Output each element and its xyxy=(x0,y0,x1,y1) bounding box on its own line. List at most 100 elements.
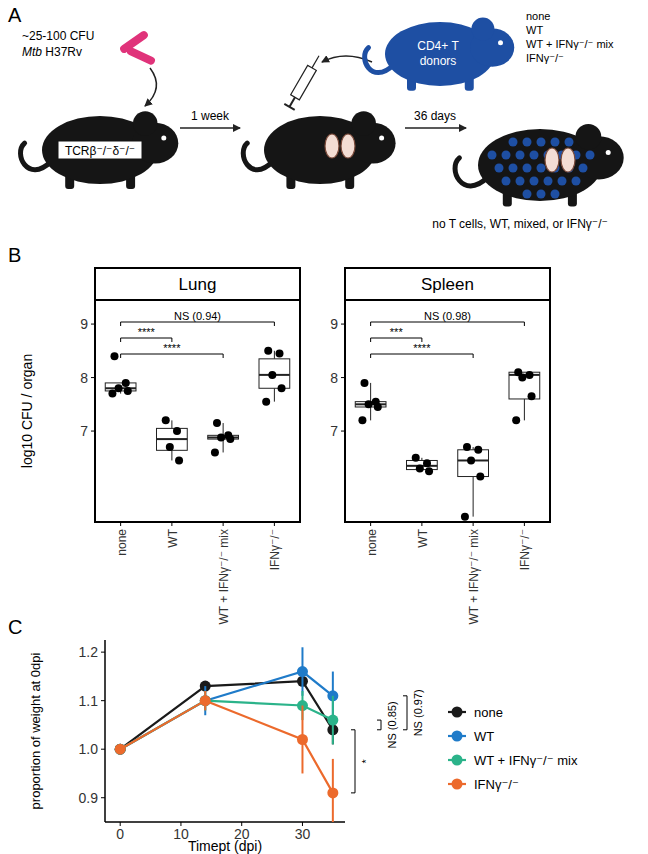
t-cell-dot xyxy=(572,177,581,186)
strip xyxy=(345,268,550,300)
panel-label: B xyxy=(8,244,21,266)
donor-group: WT + IFNγ⁻/⁻ mix xyxy=(526,38,614,50)
data-point xyxy=(115,744,126,755)
data-point xyxy=(297,666,308,677)
legend-marker xyxy=(452,755,463,766)
y-tick-label: 1.2 xyxy=(79,644,99,660)
data-point xyxy=(461,513,469,521)
comparison-label: NS (0.97) xyxy=(412,689,424,736)
x-tick xyxy=(421,522,422,526)
t-cell-dot xyxy=(558,177,567,186)
panel-title: Lung xyxy=(179,275,217,294)
data-point xyxy=(262,398,270,406)
y-tick-label: 9 xyxy=(330,316,338,332)
panel-label: C xyxy=(8,616,22,638)
whisker xyxy=(370,383,371,402)
comparison-bracket xyxy=(121,354,224,358)
data-point xyxy=(474,446,482,454)
legend-label: WT + IFNγ⁻/⁻ mix xyxy=(474,753,578,768)
data-point xyxy=(162,416,170,424)
y-tick xyxy=(101,797,105,798)
t-cell-dot xyxy=(523,138,532,147)
data-point xyxy=(278,384,286,392)
step-label: 1 week xyxy=(191,109,230,123)
y-tick-label: 0.9 xyxy=(79,790,99,806)
data-point xyxy=(358,416,366,424)
lung-icon xyxy=(325,134,339,158)
x-tick-label: IFNγ⁻/⁻ xyxy=(268,529,282,570)
y-axis-label: log10 CFU / organ xyxy=(19,354,35,468)
whisker xyxy=(370,407,371,420)
syringe xyxy=(284,53,324,110)
strain-name: H37Rv xyxy=(42,45,82,59)
plot-frame xyxy=(345,300,550,522)
data-point xyxy=(467,456,475,464)
x-tick xyxy=(473,522,474,526)
inoculum-dose: ~25-100 CFU xyxy=(22,29,94,43)
y-tick-label: 1.1 xyxy=(79,693,99,709)
series-line xyxy=(120,701,333,793)
diagram: ~25-100 CFUMtb H37RvTCRβ⁻/⁻δ⁻/⁻1 weekCD4… xyxy=(21,10,624,231)
t-cell-dot xyxy=(551,190,560,199)
data-point xyxy=(200,695,211,706)
comparison-bracket xyxy=(377,720,381,730)
t-cell-dot xyxy=(537,190,546,199)
y-tick xyxy=(91,377,95,378)
series-line xyxy=(120,681,333,749)
t-cell-dot xyxy=(523,190,532,199)
data-point xyxy=(110,352,118,360)
strip xyxy=(95,268,300,300)
data-point xyxy=(476,473,484,481)
y-tick xyxy=(341,324,345,325)
x-axis xyxy=(105,821,345,823)
label-box xyxy=(58,141,142,159)
data-point xyxy=(115,744,126,755)
data-point xyxy=(268,371,276,379)
arrow xyxy=(405,127,466,129)
comparison-label: **** xyxy=(163,342,181,354)
series-line xyxy=(120,672,333,750)
data-point xyxy=(512,416,520,424)
comparison-label: **** xyxy=(138,326,156,338)
syringe-plunger xyxy=(284,104,294,110)
t-cell-dot xyxy=(551,138,560,147)
comparison-label: NS (0.94) xyxy=(174,310,221,322)
comparison-bracket xyxy=(351,730,355,793)
donor-group: none xyxy=(526,10,550,22)
comparison-label: NS (0.85) xyxy=(386,701,398,748)
syringe-barrel xyxy=(291,65,317,99)
reconstituted-mouse xyxy=(455,124,624,206)
y-axis-label: proportion of weight at 0dpi xyxy=(28,652,43,809)
x-tick xyxy=(274,522,275,526)
y-tick xyxy=(101,652,105,653)
step-label: 36 days xyxy=(414,109,456,123)
box xyxy=(157,428,188,450)
x-tick xyxy=(171,522,172,526)
mouse-ear xyxy=(575,124,601,150)
whisker xyxy=(473,477,474,517)
line-panel: 0.91.01.11.20102030Timept (dpi)proportio… xyxy=(28,640,578,854)
panel-title: Spleen xyxy=(421,275,474,294)
data-point xyxy=(425,467,433,475)
data-point xyxy=(115,384,123,392)
x-tick xyxy=(524,522,525,526)
box xyxy=(259,359,290,388)
mouse-eye xyxy=(498,40,503,45)
comparison-label: *** xyxy=(390,326,404,338)
t-cell-dot xyxy=(565,138,574,147)
whisker xyxy=(171,420,172,428)
y-tick xyxy=(341,377,345,378)
data-point xyxy=(211,448,219,456)
t-cell-dot xyxy=(502,151,511,160)
legend-label: none xyxy=(474,705,503,720)
data-point xyxy=(327,787,338,798)
recipient-mouse: TCRβ⁻/⁻δ⁻/⁻ xyxy=(21,111,179,189)
arrow xyxy=(180,127,240,129)
x-tick-label: WT + IFNγ⁻/⁻ mix xyxy=(467,529,481,624)
whisker xyxy=(274,351,275,359)
outcome-label: no T cells, WT, mixed, or IFNγ⁻/⁻ xyxy=(432,217,608,231)
donor-label: donors xyxy=(420,54,457,68)
mouse-eye xyxy=(606,150,611,155)
x-tick-label: 30 xyxy=(295,826,311,842)
data-point xyxy=(175,456,183,464)
